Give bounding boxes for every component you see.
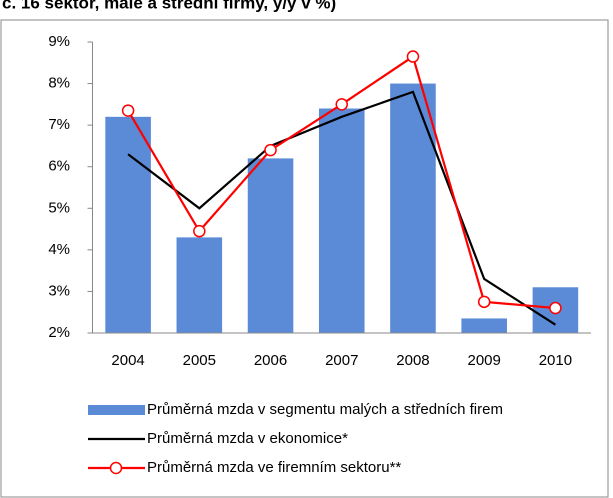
y-tick-label: 2% — [48, 324, 70, 341]
line — [127, 90, 556, 326]
bar — [176, 237, 223, 333]
x-tick-label: 2009 — [467, 352, 500, 369]
chart-title: č. 16 sektor, malé a střední firmy, y/y … — [2, 0, 336, 12]
line-marker — [549, 301, 562, 315]
y-tick-label: 6% — [48, 158, 70, 175]
bar — [461, 318, 507, 333]
y-tick-label: 3% — [48, 282, 70, 299]
chart-frame — [0, 19, 609, 498]
line-marker — [477, 295, 491, 309]
x-tick-label: 2005 — [183, 352, 216, 369]
y-tick-label: 5% — [48, 199, 70, 216]
y-tick-label: 9% — [48, 33, 70, 50]
legend-label: Průměrná mzda v segmentu malých a středn… — [147, 401, 503, 418]
x-tick-label: 2006 — [254, 352, 287, 369]
line-marker — [121, 104, 135, 117]
bar — [390, 83, 436, 333]
y-tick-label: 4% — [48, 241, 70, 258]
legend-label: Průměrná mzda v ekonomice* — [147, 430, 348, 447]
x-tick-label: 2004 — [111, 352, 144, 369]
line-marker — [264, 143, 277, 157]
x-tick-label: 2007 — [325, 352, 358, 369]
x-tick-label: 2008 — [396, 352, 429, 369]
line-marker — [193, 224, 206, 238]
bar — [318, 108, 365, 333]
legend-marker — [109, 461, 123, 475]
legend-label: Průměrná mzda ve firemním sektoru** — [147, 459, 401, 476]
line-marker — [406, 50, 420, 63]
y-tick-label: 7% — [48, 116, 70, 133]
bar — [247, 158, 294, 333]
y-tick-label: 8% — [48, 75, 70, 92]
x-tick-label: 2010 — [539, 352, 572, 369]
legend-swatch — [88, 405, 145, 415]
line-marker — [335, 98, 348, 111]
bar — [105, 116, 151, 333]
